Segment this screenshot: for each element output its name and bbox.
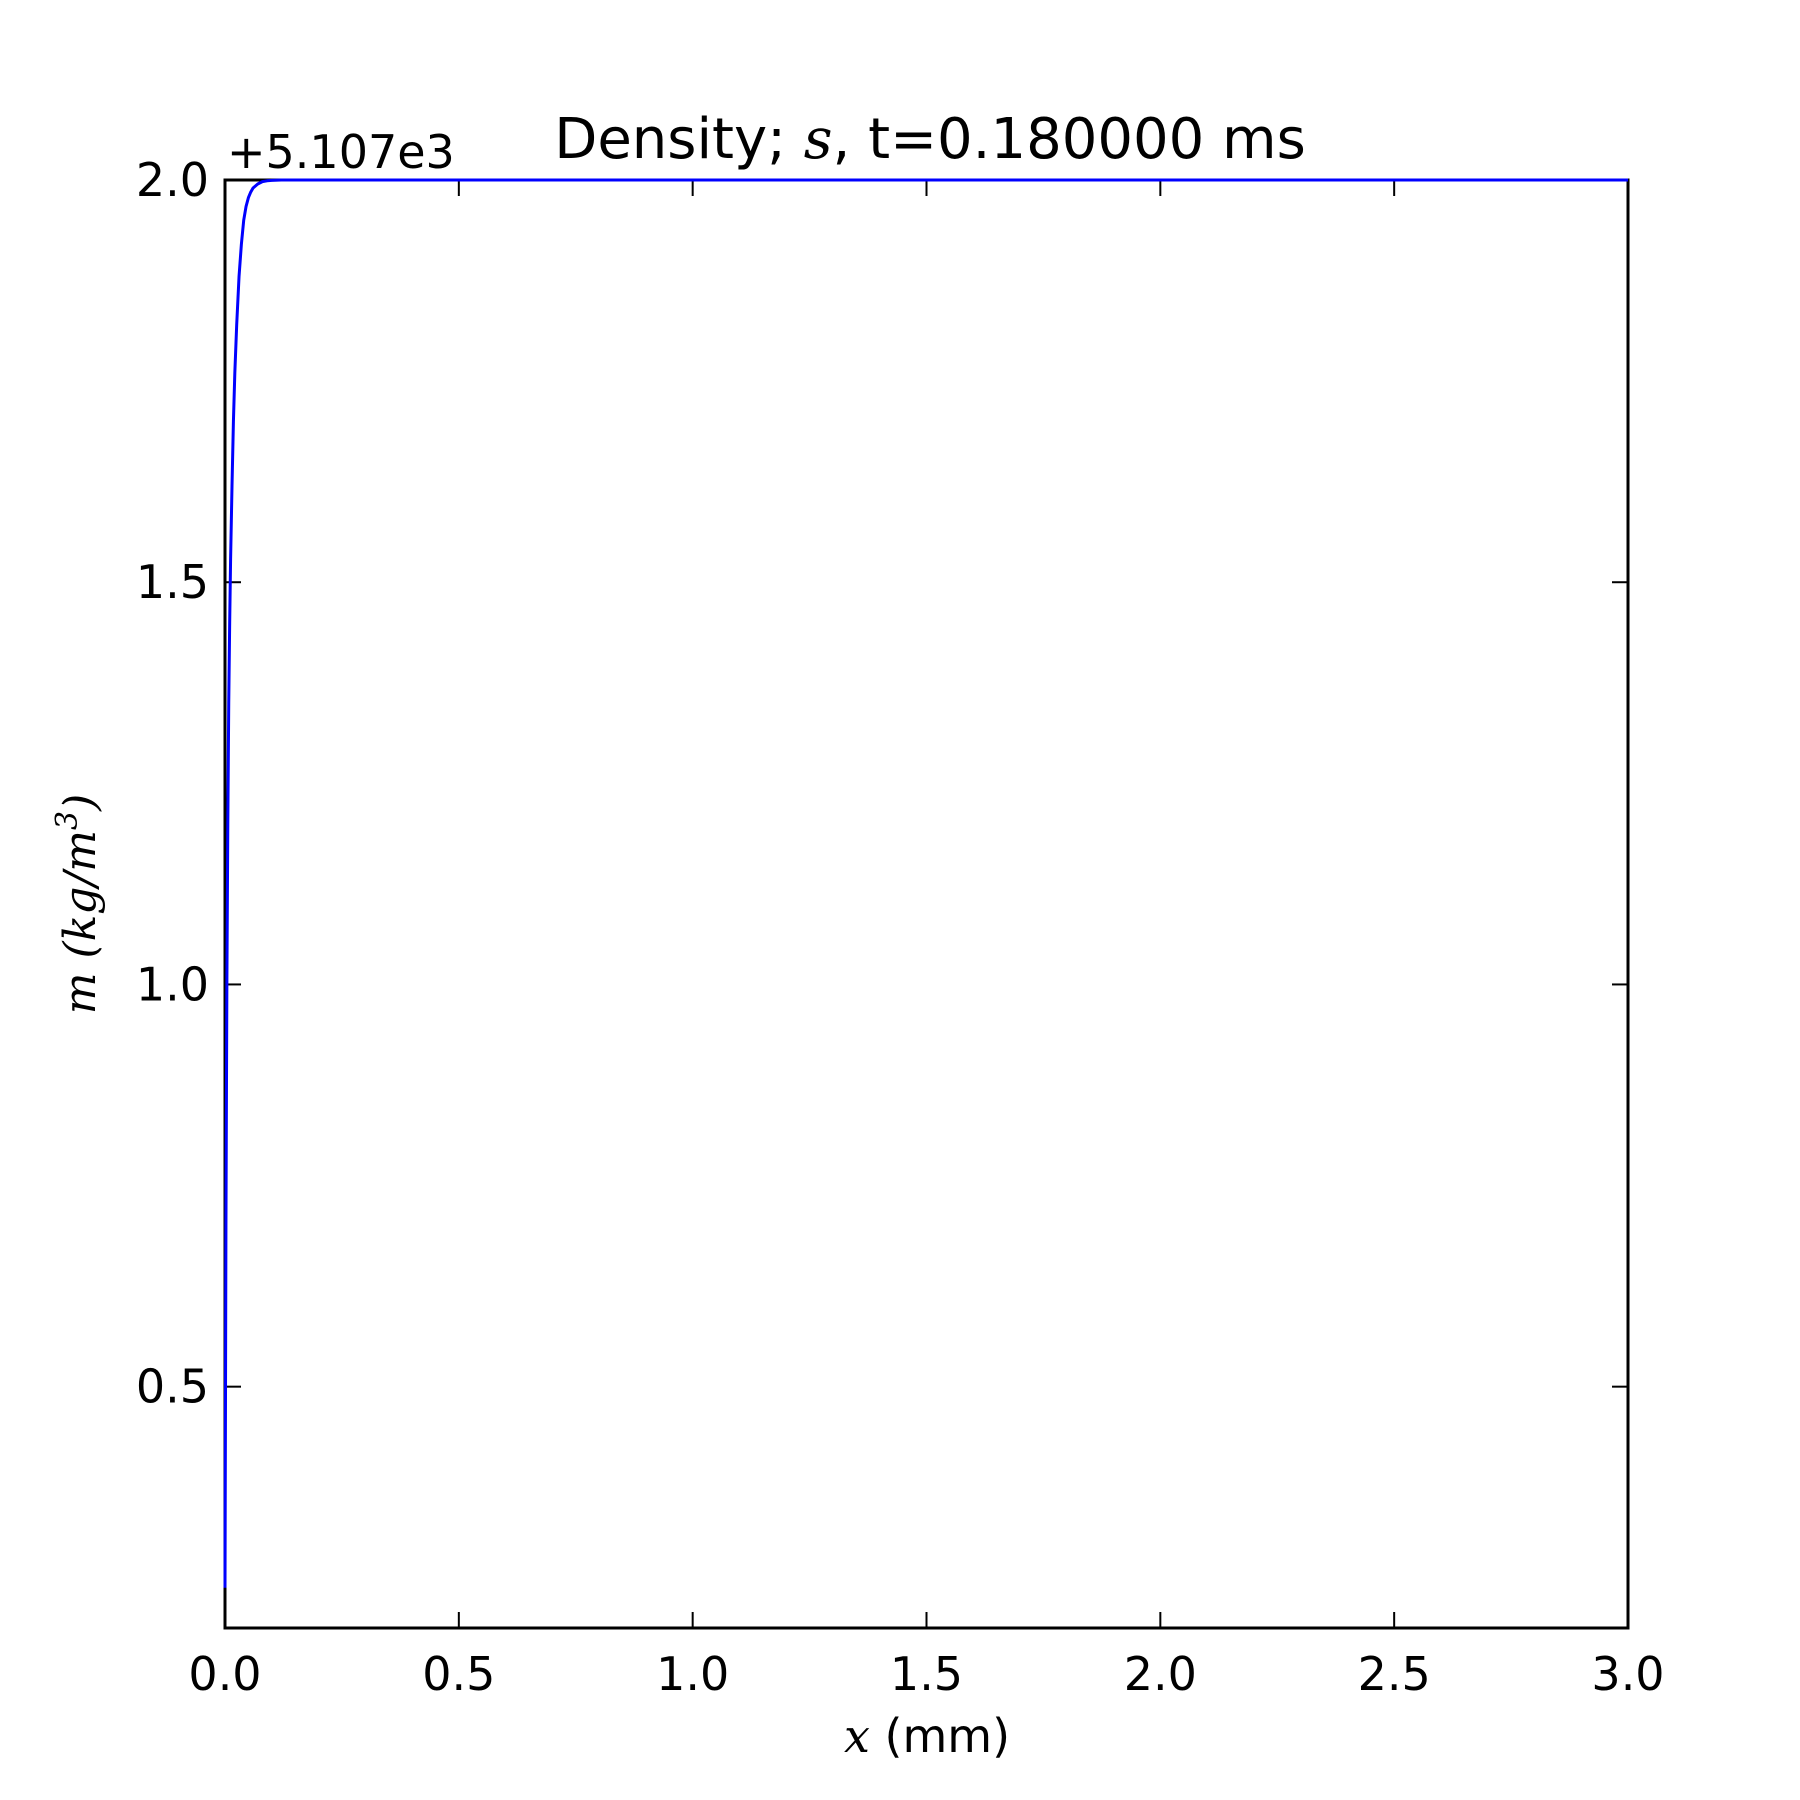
x-tick-label: 3.0 [1591,1647,1664,1701]
x-tick-label: 2.0 [1124,1647,1197,1701]
title-prefix: Density; [554,107,804,172]
x-tick-label: 0.5 [422,1647,495,1701]
x-axis-label-unit: (mm) [870,1709,1010,1763]
title-suffix: , t=0.180000 ms [833,107,1306,172]
x-axis-label-math: x [844,1709,870,1763]
y-tick-label: 1.0 [136,957,209,1011]
x-axis-label: x (mm) [844,1709,1010,1763]
y-tick-label: 2.0 [136,153,209,207]
y-offset-text: +5.107e3 [227,125,455,179]
x-tick-label: 1.0 [656,1647,729,1701]
x-tick-label: 1.5 [890,1647,963,1701]
axes-frame [223,178,1630,1630]
series-layer [223,178,1628,1588]
y-axis-label-close: ) [55,794,106,812]
y-axis-label-sup: 3 [50,811,85,830]
y-axis-label-main: m (kg/m [55,830,106,1014]
title-math: s [804,107,833,172]
x-tick-label: 0.0 [188,1647,261,1701]
y-tick-label: 0.5 [136,1360,209,1414]
x-tick-label: 2.5 [1358,1647,1431,1701]
x-axis-ticks: 0.0 0.5 1.0 1.5 2.0 2.5 3.0 [188,180,1665,1701]
y-axis-label: m (kg/m3) [50,794,106,1015]
series-line [223,178,1628,1588]
y-tick-label: 1.5 [136,555,209,609]
chart-title: Density; s, t=0.180000 ms [554,107,1306,172]
y-axis-ticks: 0.5 1.0 1.5 2.0 [136,153,1628,1414]
